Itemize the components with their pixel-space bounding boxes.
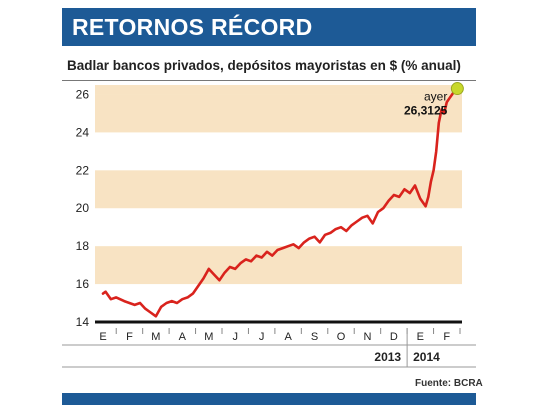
x-tick-label: A: [179, 331, 187, 343]
y-axis-ticks: 14 16 18 20 22 24 26: [76, 87, 90, 329]
x-tick-label: S: [311, 331, 318, 343]
x-tick-label: F: [126, 331, 133, 343]
x-tick-label: D: [390, 331, 398, 343]
chart-bands: [95, 85, 462, 285]
chart-subtitle: Badlar bancos privados, depósitos mayori…: [67, 58, 461, 73]
annotation-value: 26,3125: [404, 104, 448, 118]
band: [95, 170, 462, 209]
band: [95, 85, 462, 95]
highlight-marks: [450, 82, 464, 96]
chart-title: RETORNOS RÉCORD: [72, 14, 313, 40]
subtitle-rule: [62, 80, 476, 81]
x-tick-label: O: [337, 331, 346, 343]
y-tick-label: 14: [76, 315, 90, 329]
y-tick-label: 20: [76, 201, 90, 215]
band: [95, 246, 462, 285]
x-tick-label: A: [284, 331, 292, 343]
band: [95, 94, 462, 133]
x-tick-label: M: [204, 331, 213, 343]
y-tick-label: 16: [76, 277, 90, 291]
chart-source: Fuente: BCRA: [415, 378, 483, 389]
x-tick-label: J: [232, 331, 238, 343]
x-axis: E F M A M J J A S O N D E F 2013 2014: [62, 320, 476, 368]
x-tick-label: N: [363, 331, 371, 343]
series-lines: [101, 87, 459, 318]
year-label: 2013: [374, 350, 401, 364]
x-tick-label: E: [99, 331, 106, 343]
x-tick-label: F: [443, 331, 450, 343]
x-tick-label: J: [259, 331, 265, 343]
chart-header: RETORNOS RÉCORD: [62, 8, 476, 46]
y-tick-label: 24: [76, 125, 90, 139]
y-tick-label: 22: [76, 163, 90, 177]
footer-bar: [62, 393, 476, 405]
y-tick-label: 18: [76, 239, 90, 253]
x-tick-label: E: [417, 331, 424, 343]
x-tick-label: M: [151, 331, 160, 343]
annotation-label: ayer: [424, 90, 447, 104]
last-point-highlight: [450, 82, 464, 96]
series-line: [101, 87, 459, 318]
year-label: 2014: [413, 350, 440, 364]
y-tick-label: 26: [76, 87, 90, 101]
